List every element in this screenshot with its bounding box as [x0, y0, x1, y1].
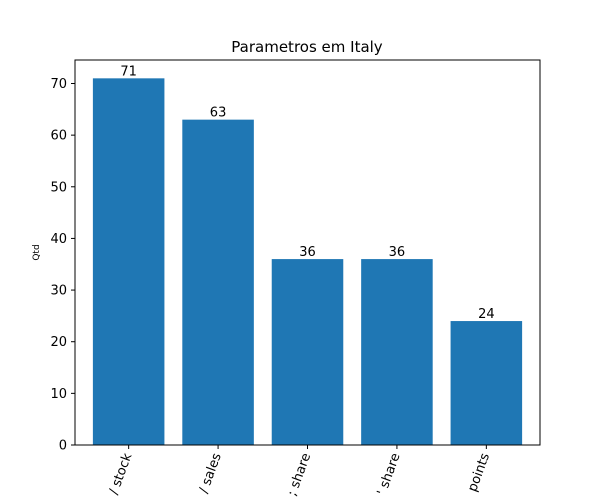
y-tick-label-2: 20: [50, 335, 67, 350]
data-label-0: 71: [120, 64, 137, 79]
data-label-1: 63: [210, 106, 227, 121]
bar-3: [361, 259, 433, 445]
data-label-3: 36: [389, 245, 406, 260]
x-tick-label-1: / sales: [196, 451, 224, 495]
bar-2: [271, 259, 344, 445]
plot-area: 71 63 36 36 24 0 10 20 30 40 50 60 70 / stock / sales;…: [50, 64, 523, 498]
bar-0: [92, 78, 165, 445]
y-tick-label-3: 30: [50, 284, 67, 299]
x-tick-label-2: ; share: [285, 451, 314, 498]
y-tick-label-4: 40: [50, 232, 67, 247]
bar-1: [182, 119, 254, 445]
chart-title: Parametros em Italy: [231, 38, 383, 56]
data-label-4: 24: [478, 307, 495, 322]
plot-frame: [74, 59, 541, 446]
data-label-2: 36: [299, 245, 316, 260]
bar-4: [450, 321, 523, 445]
y-tick-label-6: 60: [50, 129, 67, 144]
y-tick-label-0: 0: [59, 439, 67, 454]
x-tick-label-4: points: [465, 451, 493, 494]
x-tick-label-0: / stock: [107, 451, 136, 497]
y-tick-label-5: 50: [50, 180, 67, 195]
y-axis-label: Qtd: [32, 244, 42, 260]
y-tick-label-1: 10: [50, 387, 67, 402]
y-tick-label-7: 70: [50, 77, 67, 92]
x-tick-label-3: ' share: [375, 451, 404, 497]
